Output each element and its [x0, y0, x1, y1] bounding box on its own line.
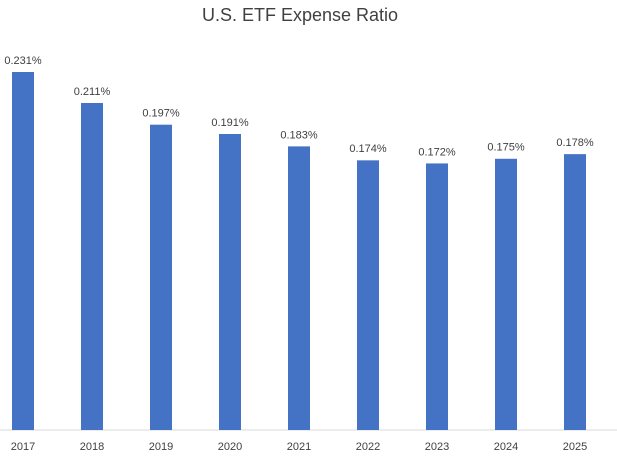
x-tick-label: 2023	[425, 441, 449, 453]
bar	[564, 154, 586, 430]
x-tick-label: 2018	[80, 441, 104, 453]
data-label: 0.175%	[487, 142, 525, 154]
bar	[12, 72, 34, 430]
bar	[426, 163, 448, 430]
bar	[357, 160, 379, 431]
data-label: 0.183%	[280, 129, 318, 141]
x-tick-label: 2019	[149, 441, 173, 453]
data-label: 0.191%	[211, 117, 249, 129]
data-label: 0.231%	[4, 55, 42, 67]
bar	[219, 133, 241, 431]
data-label: 0.197%	[142, 108, 180, 120]
x-tick-label: 2025	[563, 441, 587, 453]
x-tick-label: 2024	[494, 441, 518, 453]
data-label: 0.211%	[74, 86, 111, 98]
bar	[495, 158, 517, 430]
bar	[150, 124, 172, 431]
data-label: 0.174%	[349, 143, 387, 155]
chart-title: U.S. ETF Expense Ratio	[202, 5, 398, 25]
bar	[288, 146, 310, 430]
x-tick-label: 2017	[11, 441, 35, 453]
data-label: 0.178%	[556, 137, 594, 149]
bar	[81, 102, 103, 431]
x-tick-label: 2021	[287, 441, 311, 453]
x-tick-label: 2022	[356, 441, 380, 453]
data-label: 0.172%	[418, 146, 456, 158]
x-tick-label: 2020	[218, 441, 242, 453]
